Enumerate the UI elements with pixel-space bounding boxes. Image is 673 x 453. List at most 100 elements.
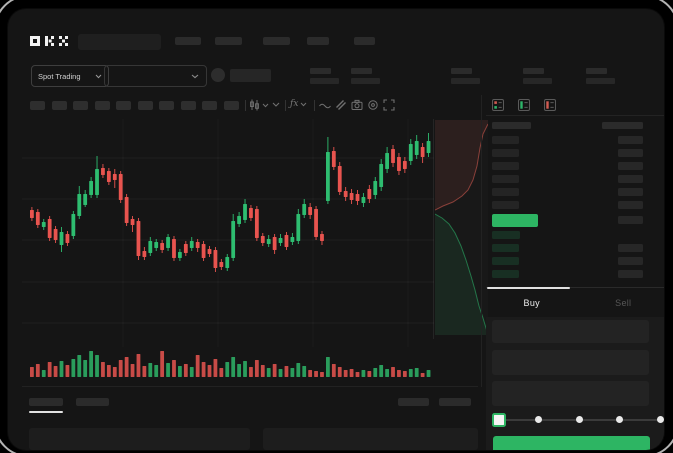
- active-tab-indicator: [29, 411, 63, 413]
- interval-button-placeholder[interactable]: [223, 101, 239, 110]
- interval-button-placeholder[interactable]: [202, 101, 217, 110]
- price-input-placeholder[interactable]: [492, 320, 649, 343]
- pair-coin-icon: [211, 68, 225, 82]
- nav-item-placeholder[interactable]: [175, 37, 201, 45]
- app-window: Spot Trading: [8, 9, 664, 450]
- interval-button-placeholder[interactable]: [159, 101, 174, 110]
- active-trade-tab-indicator: [487, 287, 570, 289]
- nav-item-placeholder[interactable]: [263, 37, 290, 45]
- indicators-fx-icon: ƒx: [290, 99, 299, 109]
- amount-input-placeholder[interactable]: [492, 350, 649, 375]
- slider-stop[interactable]: [656, 416, 664, 423]
- interval-button-placeholder[interactable]: [51, 101, 67, 110]
- orders-panel-placeholder: [29, 428, 250, 450]
- chevron-down-icon: [95, 74, 102, 78]
- divider: [481, 95, 482, 387]
- volume-chart[interactable]: [22, 345, 434, 379]
- slider-handle[interactable]: [492, 413, 506, 427]
- fullscreen-button[interactable]: [383, 99, 395, 111]
- divider: [486, 115, 664, 116]
- ask-row[interactable]: [486, 162, 664, 170]
- tab-sell[interactable]: Sell: [578, 289, 665, 317]
- settings-gear-icon: [368, 100, 378, 110]
- chevron-down-icon: [262, 103, 269, 107]
- ask-row[interactable]: [486, 201, 664, 209]
- slider-stop[interactable]: [616, 416, 623, 423]
- stat-group-placeholder: [523, 68, 553, 85]
- indicators-button[interactable]: ƒx: [290, 99, 307, 109]
- bid-row[interactable]: [486, 231, 664, 239]
- slider-stop[interactable]: [575, 416, 583, 423]
- buy-submit-button[interactable]: [493, 436, 650, 450]
- nav-item-placeholder[interactable]: [215, 37, 242, 45]
- market-type-dropdown[interactable]: Spot Trading: [31, 65, 109, 87]
- chevron-down-icon: [272, 102, 280, 107]
- orders-action-placeholder[interactable]: [439, 398, 471, 406]
- line-tools-button[interactable]: [319, 102, 331, 109]
- camera-snapshot-icon: [351, 99, 363, 111]
- chart-depth-divider: [433, 119, 434, 339]
- bid-row[interactable]: [486, 270, 664, 278]
- stat-group-placeholder: [351, 68, 381, 85]
- orderbook-view-toggles: [492, 99, 556, 111]
- ask-row[interactable]: [486, 149, 664, 157]
- last-price-badge: [492, 214, 538, 227]
- book-bids-icon[interactable]: [518, 99, 530, 111]
- chart-settings-button[interactable]: [367, 99, 379, 111]
- snapshot-button[interactable]: [351, 99, 363, 111]
- interval-button-placeholder[interactable]: [30, 101, 45, 110]
- timeframe-more-button[interactable]: [272, 102, 280, 108]
- compare-layers-icon: [336, 100, 346, 110]
- stat-group-placeholder: [586, 68, 616, 85]
- divider: [245, 100, 246, 111]
- divider: [486, 287, 664, 288]
- search-input[interactable]: [78, 34, 161, 50]
- divider: [22, 386, 478, 387]
- candlestick-chart[interactable]: [22, 119, 434, 347]
- book-combined-icon[interactable]: [492, 99, 504, 111]
- tab-buy-label: Buy: [523, 298, 540, 308]
- divider: [314, 100, 315, 111]
- pair-selector-dropdown[interactable]: [104, 65, 207, 87]
- book-asks-icon[interactable]: [544, 99, 556, 111]
- trade-form: [486, 317, 664, 450]
- orders-action-placeholder[interactable]: [398, 398, 429, 406]
- nav-item-placeholder[interactable]: [307, 37, 329, 45]
- chevron-down-icon: [191, 74, 199, 78]
- line-wave-icon: [319, 103, 331, 109]
- total-input-placeholder[interactable]: [492, 381, 649, 406]
- orders-tab-placeholder[interactable]: [29, 398, 63, 406]
- tab-sell-label: Sell: [615, 298, 632, 308]
- interval-button-placeholder[interactable]: [180, 101, 196, 110]
- okx-logo[interactable]: [30, 36, 74, 46]
- trade-tabs: Buy Sell: [486, 289, 664, 317]
- stat-group-placeholder: [451, 68, 481, 85]
- divider: [285, 100, 286, 111]
- stat-group-placeholder: [310, 68, 340, 85]
- market-type-label: Spot Trading: [38, 71, 81, 81]
- candlestick-type-icon: [250, 99, 259, 111]
- slider-stop[interactable]: [535, 416, 542, 423]
- ask-row[interactable]: [486, 136, 664, 144]
- chevron-down-icon: [301, 102, 307, 106]
- chart-type-button[interactable]: [249, 99, 269, 111]
- depth-chart[interactable]: [435, 120, 488, 335]
- bid-row[interactable]: [486, 257, 664, 265]
- orders-panel-placeholder: [263, 428, 478, 450]
- last-price-row[interactable]: [486, 214, 664, 227]
- interval-button-placeholder[interactable]: [116, 101, 131, 110]
- nav-item-placeholder[interactable]: [354, 37, 375, 45]
- bid-row[interactable]: [486, 244, 664, 252]
- orderbook-header: [486, 122, 664, 130]
- ask-row[interactable]: [486, 175, 664, 183]
- tab-buy[interactable]: Buy: [486, 289, 578, 317]
- ask-row[interactable]: [486, 188, 664, 196]
- compare-button[interactable]: [335, 99, 347, 111]
- fullscreen-expand-icon: [383, 99, 395, 111]
- interval-button-placeholder[interactable]: [137, 101, 153, 110]
- history-tab-placeholder[interactable]: [76, 398, 109, 406]
- pair-name-placeholder: [230, 69, 271, 82]
- interval-button-placeholder[interactable]: [73, 101, 88, 110]
- interval-button-placeholder[interactable]: [94, 101, 110, 110]
